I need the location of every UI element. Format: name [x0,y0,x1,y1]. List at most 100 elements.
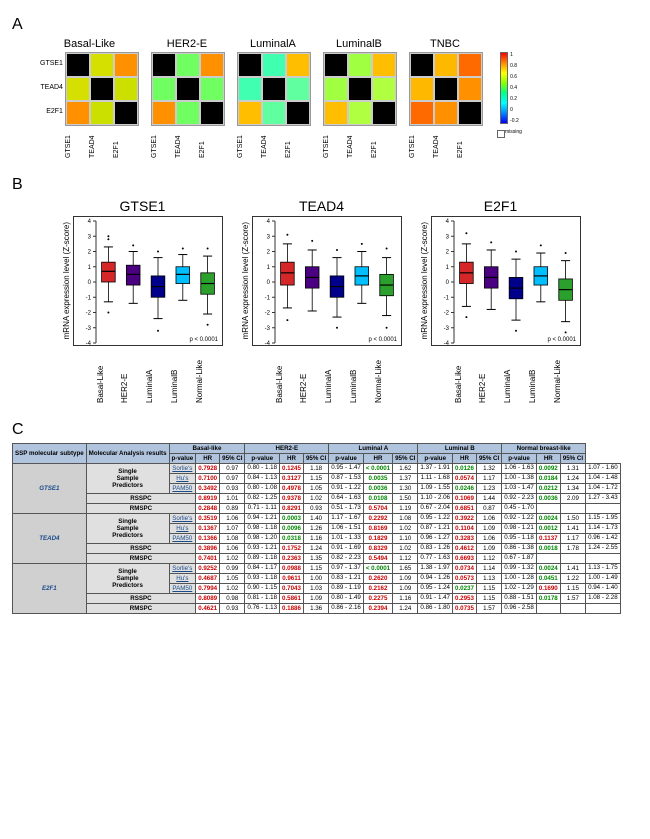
boxplot-svg: -4-3-2-101234p < 0.0001 [252,216,402,346]
data-cell: 0.84 - 1.17 [245,564,280,574]
header-subtype: Luminal A [329,444,418,454]
analysis-cell: RSSPC [86,544,196,554]
analysis-cell: RMSPC [86,604,196,614]
data-cell: 0.99 - 1.32 [502,564,537,574]
data-cell: 1.06 [220,514,245,524]
data-cell [560,554,585,564]
heatmap-collabel: GTSE1 [409,128,433,158]
svg-text:-2: -2 [265,311,271,317]
svg-text:2: 2 [88,250,92,256]
boxplot-TEAD4: TEAD4mRNA expression level (Z-score)-4-3… [241,198,402,403]
boxplot-E2F1: E2F1mRNA expression level (Z-score)-4-3-… [420,198,581,403]
boxplot-title: GTSE1 [120,198,166,214]
svg-text:1: 1 [88,265,92,271]
data-cell: 1.04 - 1.72 [586,484,621,494]
table-row: GTSE1SingleSamplePredictorsSorlie's0.792… [13,464,621,474]
heatmap-cell [372,77,396,101]
data-cell: 0.95 - 1.18 [502,534,537,544]
outlier-point [207,324,209,326]
x-axis-label: Basal-Like [96,348,121,403]
data-cell: 1.09 [476,524,501,534]
analysis-cell: PAM50 [169,534,196,544]
heatmap-collabel: TEAD4 [89,128,113,158]
data-cell: 0.0318 [280,534,304,544]
data-cell: 0.0735 [453,604,477,614]
table-row: E2F1SingleSamplePredictorsSorlie's0.9252… [13,564,621,574]
data-cell: 0.87 - 1.21 [418,524,453,534]
outlier-point [386,327,388,329]
table-row: RSSPC0.89191.010.82 - 1.250.93781.020.64… [13,494,621,504]
data-cell: 1.15 [303,564,328,574]
data-cell: 1.12 [476,554,501,564]
data-cell: 1.26 [303,524,328,534]
heatmap-collabel: E2F1 [371,128,395,158]
data-cell: 0.95 - 1.22 [418,514,453,524]
prognostic-table: SSP molecular subtypeMolecular Analysis … [12,443,621,614]
heatmap-title: LuminalA [250,38,296,50]
svg-text:1: 1 [446,265,450,271]
boxplot-GTSE1: GTSE1mRNA expression level (Z-score)-4-3… [62,198,223,403]
data-cell: 0.0108 [363,494,392,504]
data-cell: 0.89 [220,504,245,514]
data-cell [586,504,621,514]
data-cell: 0.1104 [453,524,477,534]
heatmap-cell [90,101,114,125]
heatmap-cell [200,101,224,125]
svg-text:1: 1 [267,265,271,271]
heatmap-cell [152,53,176,77]
x-axis-label: HER2-E [120,348,145,403]
data-cell: 1.03 - 1.47 [502,484,537,494]
panel-c-container: SSP molecular subtypeMolecular Analysis … [12,443,638,614]
data-cell: 1.15 [560,584,585,594]
header-sub: p-value [418,454,453,464]
outlier-point [286,319,288,321]
outlier-point [286,234,288,236]
svg-text:3: 3 [88,234,92,240]
heatmap-cell [262,53,286,77]
analysis-cell: Sorlie's [169,564,196,574]
outlier-point [157,251,159,253]
data-cell: 1.01 [220,494,245,504]
data-cell: 0.87 - 1.53 [329,474,364,484]
header-sub: HR [536,454,560,464]
data-cell: 1.17 [560,534,585,544]
data-cell: 0.93 - 1.21 [245,544,280,554]
data-cell: 1.12 [393,554,418,564]
outlier-point [565,331,567,333]
data-cell: 0.1137 [536,534,560,544]
data-cell: 1.00 [303,574,328,584]
x-axis-label: LuminalA [145,348,170,403]
data-cell: 1.50 [560,514,585,524]
data-cell: 0.0451 [536,574,560,584]
heatmap-cell [90,53,114,77]
data-cell: 1.10 - 2.06 [418,494,453,504]
data-cell: 0.80 - 1.49 [329,594,364,604]
heatmap-cell [410,77,434,101]
data-cell: 0.0036 [536,494,560,504]
analysis-cell: PAM50 [169,584,196,594]
heatmap-collabel: GTSE1 [323,128,347,158]
analysis-cell: Hu's [169,524,196,534]
data-cell: 0.94 - 1.26 [418,574,453,584]
outlier-point [182,247,184,249]
data-cell: 1.02 [220,554,245,564]
data-cell: 0.67 - 2.04 [418,504,453,514]
header-sub: p-value [169,454,196,464]
missing-label: missing [505,129,522,135]
data-cell: 0.6851 [453,504,477,514]
svg-text:0: 0 [446,280,450,286]
data-cell: 1.57 [476,604,501,614]
boxplot-svg: -4-3-2-101234p < 0.0001 [431,216,581,346]
data-cell: 1.07 - 1.60 [586,464,621,474]
data-cell: 0.0024 [536,514,560,524]
header-subtype: Normal breast-like [502,444,586,454]
boxplot-title: TEAD4 [299,198,344,214]
heatmap-cell [238,77,262,101]
colorbar-tick: 0.2 [510,96,519,102]
data-cell: 0.91 - 1.47 [418,594,453,604]
heatmap-cell [152,101,176,125]
data-cell: 0.0092 [536,464,560,474]
header-sub: 95% CI [476,454,501,464]
header-subtype: Luminal B [418,444,502,454]
heatmap-cell [238,101,262,125]
